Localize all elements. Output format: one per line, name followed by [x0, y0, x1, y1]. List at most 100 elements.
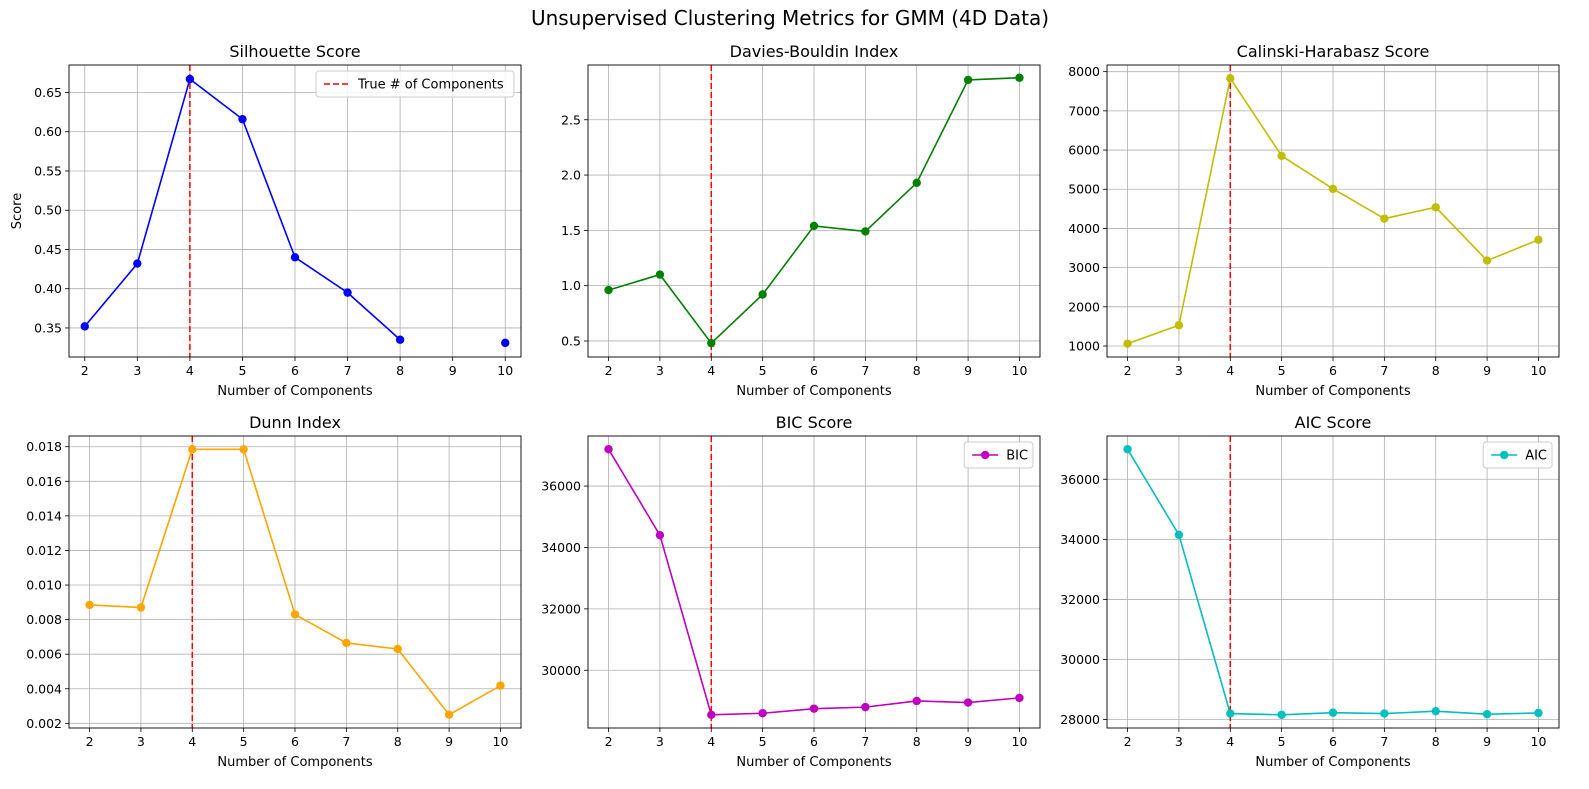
x-tick-label: 10 [1531, 734, 1547, 749]
x-tick-label: 8 [394, 734, 402, 749]
subplot-3: 2 3 4 5 6 7 8 9 10 1000 2000 3000 4000 5000 6000 7000 80… [1068, 42, 1560, 399]
data-point [85, 600, 94, 610]
data-point [861, 227, 870, 236]
x-tick-label: 4 [707, 363, 715, 378]
data-point [185, 74, 195, 84]
data-point [1015, 693, 1024, 703]
legend-marker [981, 450, 990, 460]
x-tick-label: 10 [1531, 363, 1547, 378]
data-point [290, 253, 300, 262]
data-point [1277, 710, 1286, 719]
y-axis-label: Score [10, 193, 25, 229]
data-point [1328, 708, 1338, 717]
y-tick-label: 0.012 [26, 543, 62, 558]
data-point [655, 270, 665, 279]
x-tick-label: 4 [1226, 734, 1234, 749]
x-tick-label: 10 [1012, 734, 1028, 749]
y-tick-label: 1000 [1068, 339, 1100, 354]
legend-label: AIC [1525, 449, 1547, 464]
x-tick-label: 2 [81, 363, 89, 378]
data-point [238, 114, 247, 124]
x-axis-label: Number of Components [217, 384, 372, 399]
data-point [395, 335, 405, 344]
y-tick-label: 0.50 [34, 203, 62, 218]
y-tick-label: 34000 [541, 540, 581, 555]
data-point [707, 338, 716, 348]
x-tick-label: 6 [1329, 363, 1337, 378]
y-tick-label: 32000 [541, 601, 581, 616]
data-point [1482, 709, 1492, 719]
axes-frame [1106, 435, 1560, 729]
y-tick-label: 3000 [1068, 260, 1100, 275]
x-axis-label: Number of Components [736, 384, 891, 399]
y-tick-label: 2.5 [561, 112, 581, 127]
legend-box [315, 70, 515, 98]
x-tick-label: 6 [1329, 734, 1337, 749]
data-point [1431, 203, 1440, 212]
data-point [239, 445, 248, 454]
x-tick-label: 8 [396, 363, 404, 378]
data-point [1123, 339, 1132, 348]
data-point [1380, 214, 1389, 223]
x-tick-label: 3 [133, 363, 141, 378]
y-tick-label: 1.0 [561, 278, 581, 293]
data-point [1431, 706, 1440, 716]
data-point [707, 710, 716, 719]
x-tick-label: 4 [186, 363, 194, 378]
x-tick-label: 3 [1175, 363, 1183, 378]
x-tick-label: 4 [188, 734, 196, 749]
legend-label: True # of Components [357, 78, 504, 93]
y-tick-label: 7000 [1068, 103, 1100, 118]
y-tick-label: 4000 [1068, 221, 1100, 236]
y-tick-label: 0.002 [26, 716, 62, 731]
data-point [136, 603, 146, 612]
data-point [444, 710, 454, 719]
x-tick-label: 2 [605, 734, 613, 749]
data-point [963, 75, 973, 85]
data-point [80, 322, 89, 331]
subplot-title: AIC Score [1295, 413, 1372, 432]
x-tick-label: 9 [964, 363, 972, 378]
data-point [342, 638, 351, 648]
x-tick-label: 3 [656, 363, 664, 378]
x-tick-label: 6 [291, 734, 299, 749]
x-tick-label: 7 [1380, 363, 1388, 378]
subplot-title: Calinski-Harabasz Score [1237, 42, 1430, 61]
axes-frame [587, 435, 1041, 729]
data-point [1123, 445, 1132, 454]
x-tick-label: 10 [1012, 363, 1028, 378]
x-tick-label: 9 [1483, 734, 1491, 749]
data-point [655, 530, 665, 540]
y-tick-label: 34000 [1060, 532, 1100, 547]
data-point [1328, 184, 1338, 194]
y-tick-label: 5000 [1068, 182, 1100, 197]
y-tick-label: 0.018 [26, 439, 62, 454]
x-tick-label: 5 [238, 363, 246, 378]
legend-box [1482, 441, 1553, 469]
axes-frame [68, 64, 522, 358]
axes-frame [68, 435, 522, 729]
subplot-title: Silhouette Score [229, 42, 360, 61]
y-tick-label: 1.5 [561, 223, 581, 238]
subplot-title: Davies-Bouldin Index [730, 42, 899, 61]
data-point [604, 285, 613, 295]
x-tick-label: 5 [240, 734, 248, 749]
x-tick-label: 6 [291, 363, 299, 378]
y-tick-label: 8000 [1068, 64, 1100, 79]
data-point [501, 338, 510, 348]
data-point [1534, 708, 1543, 718]
x-tick-label: 7 [342, 734, 350, 749]
x-tick-label: 7 [861, 734, 869, 749]
y-tick-label: 2000 [1068, 299, 1100, 314]
data-point [393, 644, 402, 654]
y-tick-label: 0.008 [26, 612, 62, 627]
data-point [912, 178, 921, 187]
subplot-6: 2 3 4 5 6 7 8 9 10 28000 30000 32000 34000 36000 AIC S… [1060, 413, 1560, 770]
x-tick-label: 9 [445, 734, 453, 749]
data-point [1015, 73, 1024, 82]
x-tick-label: 5 [759, 734, 767, 749]
y-tick-label: 32000 [1060, 592, 1100, 607]
x-tick-label: 9 [449, 363, 457, 378]
data-point [188, 445, 197, 454]
legend-label: BIC [1006, 449, 1028, 464]
